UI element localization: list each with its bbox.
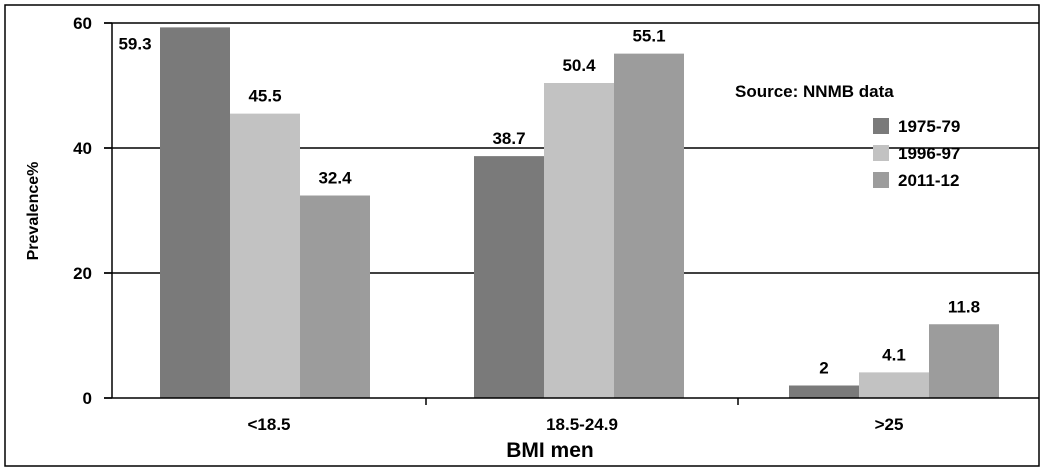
legend-swatch — [873, 118, 889, 134]
data-label: 11.8 — [948, 297, 980, 316]
bar — [474, 156, 544, 398]
bar — [929, 324, 999, 398]
bar — [300, 195, 370, 398]
data-labels: 59.3 45.5 32.4 38.7 50.4 55.1 2 4.1 11.8 — [118, 27, 980, 378]
data-label: 55.1 — [632, 27, 665, 46]
bar — [160, 27, 230, 398]
data-label: 50.4 — [562, 56, 596, 75]
axes — [104, 22, 1039, 405]
data-label: 4.1 — [882, 345, 906, 364]
legend-label: 1996-97 — [898, 144, 960, 163]
data-label: 45.5 — [248, 87, 281, 106]
data-label: 32.4 — [318, 169, 352, 188]
bar — [859, 372, 929, 398]
legend-swatch — [873, 145, 889, 161]
x-tick-label: >25 — [875, 415, 904, 434]
legend-label: 2011-12 — [898, 171, 959, 190]
y-axis-label: Prevalence% — [25, 162, 42, 261]
legend-label: 1975-79 — [898, 117, 960, 136]
y-tick-label: 20 — [73, 264, 92, 283]
bar — [789, 385, 859, 398]
legend-swatch — [873, 172, 889, 188]
x-axis-label: BMI men — [506, 439, 594, 462]
y-tick-label: 60 — [73, 14, 92, 33]
tick-labels: 0 20 40 60 <18.5 18.5-24.9 >25 — [73, 14, 903, 434]
data-label: 2 — [819, 359, 828, 378]
source-annotation: Source: NNMB data — [735, 82, 894, 101]
x-tick-label: <18.5 — [247, 415, 290, 434]
bar — [544, 83, 614, 398]
bars — [160, 27, 999, 398]
data-label: 38.7 — [492, 129, 525, 148]
bar — [230, 113, 300, 398]
data-label: 59.3 — [118, 34, 151, 53]
y-tick-label: 0 — [83, 389, 92, 408]
bar — [614, 53, 684, 398]
legend: 1975-79 1996-97 2011-12 — [873, 117, 960, 190]
x-tick-label: 18.5-24.9 — [546, 415, 618, 434]
y-tick-label: 40 — [73, 139, 92, 158]
